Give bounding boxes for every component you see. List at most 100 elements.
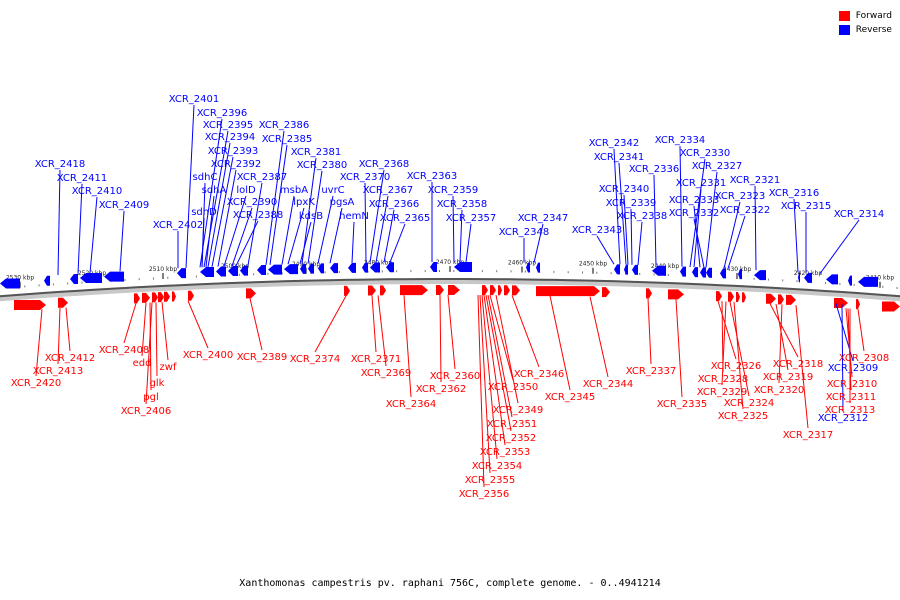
reverse-gene-label: sdhA — [202, 185, 227, 196]
forward-gene-arrow — [856, 299, 860, 310]
forward-gene-leader — [549, 295, 571, 391]
legend-reverse: Reverse — [838, 23, 892, 37]
forward-gene-leader — [479, 295, 491, 474]
reverse-gene-label: kdsB — [299, 211, 323, 222]
minor-tick — [195, 275, 197, 278]
reverse-gene-arrow — [706, 267, 712, 278]
tick-label: 2470 kbp — [436, 259, 464, 266]
forward-gene-label: XCR_2360 — [430, 371, 481, 382]
minor-tick — [253, 273, 255, 276]
forward-gene-label: XCR_2325 — [718, 411, 769, 422]
reverse-gene-leader — [269, 144, 288, 265]
forward-gene-arrow — [498, 285, 502, 296]
minor-tick — [653, 273, 655, 276]
forward-gene-arrow — [742, 292, 746, 303]
forward-gene-label: XCR_2351 — [487, 419, 538, 430]
reverse-gene-label: XCR_2390 — [227, 197, 278, 208]
forward-gene-label: XCR_2310 — [827, 379, 878, 390]
reverse-gene-arrow — [536, 262, 540, 273]
reverse-gene-leader — [369, 169, 385, 263]
reverse-gene-label: XCR_2370 — [340, 172, 391, 183]
reverse-gene-arrow — [44, 275, 50, 286]
forward-gene-arrow — [246, 288, 256, 299]
forward-gene-arrow — [134, 293, 140, 304]
reverse-gene-label: XCR_2334 — [655, 135, 706, 146]
reverse-gene-label: XCR_2411 — [57, 173, 108, 184]
forward-gene-leader — [778, 304, 783, 384]
reverse-gene-arrow — [268, 264, 282, 275]
reverse-gene-arrow — [70, 274, 78, 285]
reverse-gene-label: XCR_2395 — [203, 120, 254, 131]
forward-gene-arrow — [602, 287, 610, 298]
forward-gene-leader — [403, 295, 412, 398]
minor-tick — [439, 270, 440, 272]
reverse-swatch — [838, 25, 850, 35]
reverse-gene-leader — [205, 195, 215, 268]
reverse-gene-leader — [452, 195, 455, 263]
minor-tick — [767, 278, 769, 281]
reverse-gene-label: hemN — [339, 211, 369, 222]
reverse-gene-label: XCR_2366 — [369, 199, 420, 210]
reverse-gene-leader — [119, 210, 125, 272]
forward-gene-label: XCR_2324 — [724, 398, 775, 409]
forward-gene-label: XCR_2354 — [472, 461, 523, 472]
reverse-gene-label: XCR_2309 — [828, 363, 879, 374]
reverse-gene-leader — [199, 118, 223, 268]
forward-gene-leader — [721, 301, 727, 386]
reverse-gene-label: XCR_2410 — [72, 186, 123, 197]
forward-gene-label: XCR_2346 — [514, 369, 565, 380]
reverse-gene-leader — [793, 198, 799, 273]
reverse-gene-label: XCR_2322 — [720, 205, 771, 216]
forward-gene-leader — [495, 295, 519, 404]
reverse-gene-leader — [265, 130, 285, 265]
minor-tick — [753, 277, 755, 280]
minor-tick — [24, 285, 26, 288]
reverse-gene-leader — [533, 223, 544, 263]
reverse-gene-leader — [223, 195, 247, 267]
reverse-gene-label: XCR_2321 — [730, 175, 781, 186]
reverse-gene-label: XCR_2388 — [233, 210, 284, 221]
forward-gene-label: XCR_2406 — [121, 406, 172, 417]
forward-gene-leader — [123, 303, 137, 344]
reverse-gene-leader — [754, 185, 757, 270]
forward-gene-arrow — [158, 292, 164, 303]
forward-gene-arrow — [504, 285, 510, 296]
forward-gene-arrow — [766, 293, 776, 304]
tick-label: 2430 kbp — [723, 266, 751, 273]
forward-gene-label: XCR_2350 — [488, 382, 539, 393]
forward-gene-label: XCR_2364 — [386, 399, 437, 410]
forward-gene-leader — [314, 295, 347, 353]
reverse-gene-label: XCR_2394 — [205, 132, 256, 143]
forward-gene-label: XCR_2374 — [290, 354, 341, 365]
reverse-gene-leader — [705, 171, 718, 268]
forward-gene-leader — [35, 309, 43, 377]
forward-gene-leader — [717, 300, 737, 360]
minor-tick — [324, 271, 326, 274]
reverse-gene-label: pgsA — [330, 197, 355, 208]
minor-tick — [624, 272, 626, 275]
reverse-gene-label: XCR_2327 — [692, 161, 743, 172]
reverse-gene-leader — [299, 221, 312, 265]
forward-gene-leader — [249, 298, 263, 351]
forward-gene-leader — [481, 295, 498, 460]
legend-forward: Forward — [838, 9, 892, 23]
reverse-gene-leader — [201, 217, 205, 268]
forward-gene-arrow — [58, 297, 68, 308]
reverse-gene-leader — [637, 221, 643, 266]
reverse-gene-label: msbA — [280, 185, 308, 196]
forward-gene-leader — [647, 298, 652, 365]
forward-gene-label: edd — [133, 358, 152, 369]
reverse-gene-arrow — [454, 262, 472, 273]
forward-gene-label: XCR_2413 — [33, 366, 84, 377]
forward-gene-label: glk — [150, 378, 165, 389]
reverse-gene-leader — [630, 208, 633, 265]
reverse-gene-label: XCR_2340 — [599, 184, 650, 195]
forward-gene-leader — [485, 295, 512, 432]
reverse-gene-arrow — [680, 266, 686, 277]
minor-tick — [410, 270, 412, 273]
reverse-gene-leader — [618, 162, 627, 265]
reverse-gene-leader — [653, 174, 657, 266]
minor-tick — [567, 271, 569, 274]
reverse-gene-leader — [679, 145, 683, 267]
minor-tick — [639, 273, 641, 275]
